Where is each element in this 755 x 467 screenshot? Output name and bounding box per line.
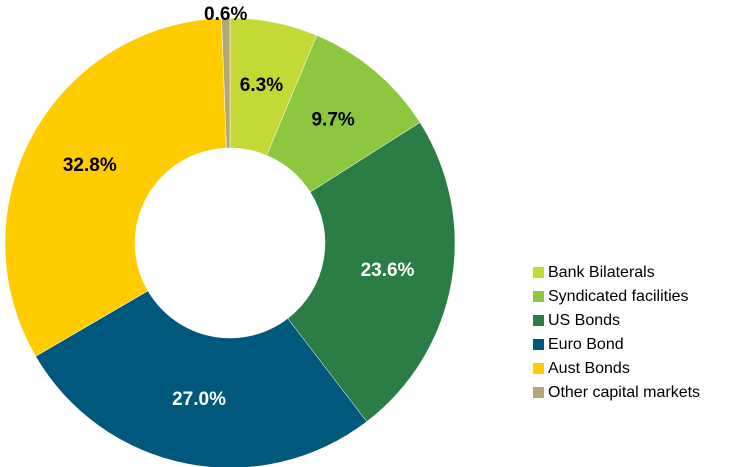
legend-swatch (533, 339, 544, 350)
value-label: 6.3% (240, 75, 283, 96)
legend-swatch (533, 315, 544, 326)
legend-label: Aust Bonds (548, 360, 630, 377)
value-label: 9.7% (311, 110, 354, 131)
donut-slice (287, 122, 456, 422)
value-label: 0.6% (204, 4, 247, 25)
legend-label: Euro Bond (548, 336, 624, 353)
legend-swatch (533, 267, 544, 278)
legend-label: Other capital markets (548, 384, 700, 401)
legend-label: US Bonds (548, 312, 620, 329)
value-label: 27.0% (172, 389, 226, 410)
value-label: 23.6% (361, 260, 415, 281)
legend-label: Syndicated facilities (548, 288, 689, 305)
value-label: 32.8% (63, 155, 117, 176)
legend-label: Bank Bilaterals (548, 264, 655, 281)
donut-slice (221, 17, 231, 149)
legend-swatch (533, 363, 544, 374)
legend-swatch (533, 387, 544, 398)
legend-swatch (533, 291, 544, 302)
donut-slice (35, 290, 368, 467)
donut-slice (4, 17, 227, 357)
